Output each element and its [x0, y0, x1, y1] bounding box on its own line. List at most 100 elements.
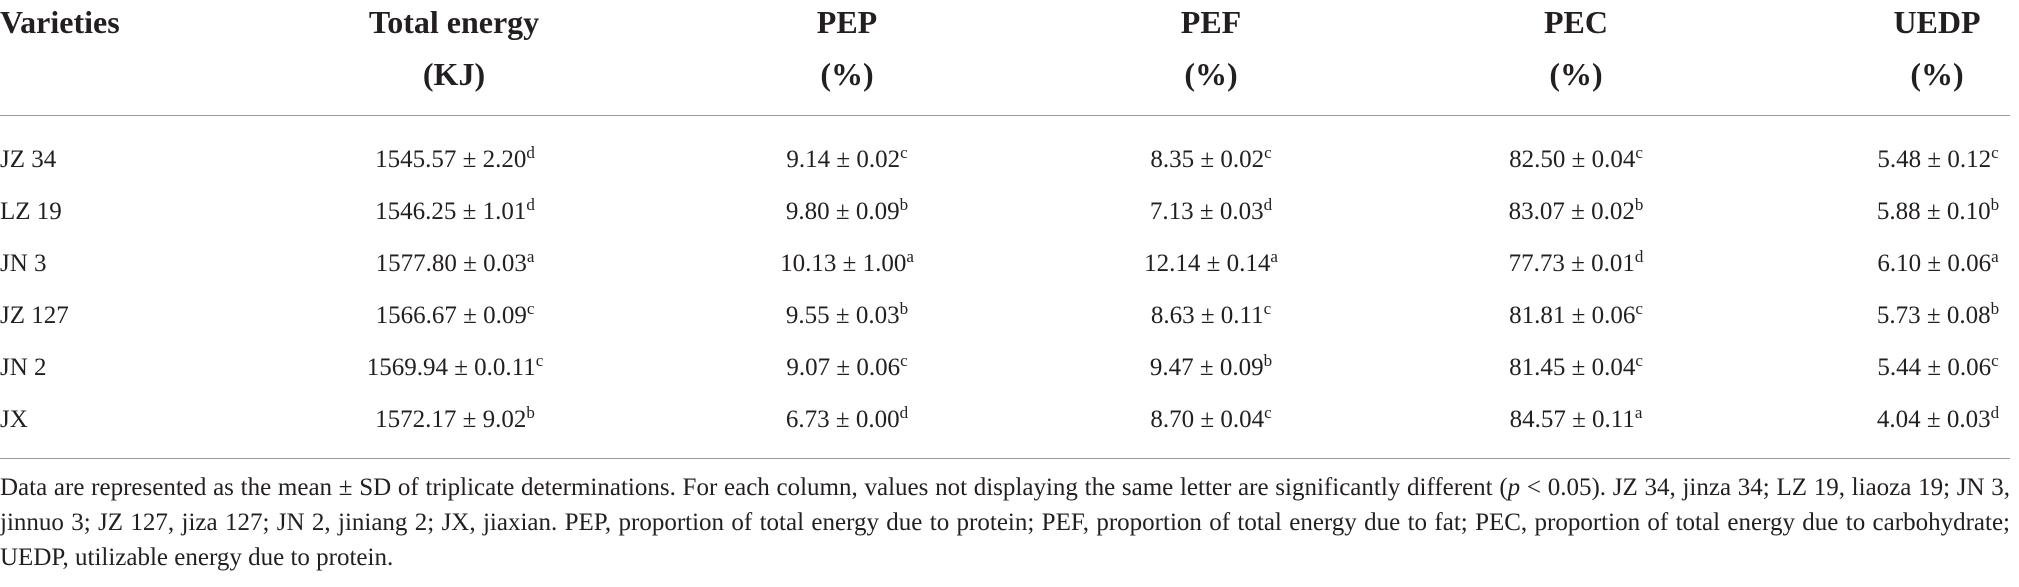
significance-letter: c [526, 299, 535, 318]
significance-letter: c [1635, 351, 1643, 370]
table-footnote: Data are represented as the mean ± SD of… [0, 470, 2010, 575]
mean-sd-value: 9.80 ± 0.09 [785, 198, 900, 225]
value-cell: 9.55 ± 0.03b [786, 290, 908, 342]
mean-sd-value: 81.45 ± 0.04 [1509, 354, 1636, 381]
header-total-energy: Total energy (KJ) [354, 0, 554, 100]
value-cell: 9.14 ± 0.02c [786, 134, 907, 186]
mean-sd-value: 5.44 ± 0.06 [1877, 354, 1992, 381]
mean-sd-value: 83.07 ± 0.02 [1508, 198, 1635, 225]
table-bottom-rule [0, 458, 2010, 459]
significance-letter: c [1264, 143, 1272, 162]
value-cell: 1566.67 ± 0.09c [376, 290, 535, 342]
mean-sd-value: 1546.25 ± 1.01 [375, 198, 527, 225]
variety-cell: JN 2 [0, 354, 47, 381]
table-row: JN 3 1577.80 ± 0.03a 10.13 ± 1.00a 12.14 ± … [0, 238, 2010, 290]
significance-letter: c [1263, 299, 1272, 318]
value-cell: 8.70 ± 0.04c [1150, 394, 1271, 446]
header-pef: PEF (%) [1156, 0, 1266, 100]
table-row: LZ 19 1546.25 ± 1.01d 9.80 ± 0.09b 7.13 ± 0… [0, 186, 2010, 238]
value-cell: 9.07 ± 0.06c [786, 342, 907, 394]
header-pep: PEP (%) [792, 0, 902, 100]
mean-sd-value: 1569.94 ± 0.0.11 [366, 354, 536, 381]
mean-sd-value: 5.88 ± 0.10 [1876, 198, 1991, 225]
value-cell: 8.35 ± 0.02c [1150, 134, 1271, 186]
value-cell: 7.13 ± 0.03d [1150, 186, 1272, 238]
significance-letter: a [1634, 403, 1643, 422]
table-row: JN 2 1569.94 ± 0.0.11c 9.07 ± 0.06c 9.47 ± … [0, 342, 2010, 394]
mean-sd-value: 12.14 ± 0.14 [1144, 250, 1271, 277]
header-pef-label: PEF [1180, 4, 1242, 40]
variety-cell: JZ 127 [0, 302, 69, 329]
significance-letter: d [526, 195, 535, 214]
value-cell: 5.73 ± 0.08b [1877, 290, 1999, 342]
value-cell: 5.44 ± 0.06c [1877, 342, 1998, 394]
header-pec-unit: (%) [1549, 56, 1603, 92]
significance-letter: b [899, 195, 909, 214]
mean-sd-value: 9.47 ± 0.09 [1149, 354, 1264, 381]
header-pep-label: PEP [816, 4, 878, 40]
mean-sd-value: 10.13 ± 1.00 [780, 250, 907, 277]
significance-letter: c [1264, 403, 1272, 422]
significance-letter: c [1635, 143, 1643, 162]
mean-sd-value: 6.10 ± 0.06 [1877, 250, 1992, 277]
mean-sd-value: 77.73 ± 0.01 [1508, 250, 1635, 277]
variety-cell: JN 3 [0, 250, 47, 277]
value-cell: 10.13 ± 1.00a [780, 238, 914, 290]
significance-letter: d [899, 403, 909, 422]
mean-sd-value: 84.57 ± 0.11 [1509, 406, 1635, 433]
value-cell: 9.47 ± 0.09b [1150, 342, 1272, 394]
header-varieties: Varieties [0, 0, 120, 48]
mean-sd-value: 9.14 ± 0.02 [786, 146, 901, 173]
significance-letter: b [1263, 351, 1273, 370]
header-varieties-label: Varieties [0, 4, 120, 40]
footnote-text-1: Data are represented as the mean ± SD of… [0, 474, 1508, 501]
header-pep-unit: (%) [820, 56, 874, 92]
value-cell: 6.10 ± 0.06a [1877, 238, 1998, 290]
value-cell: 6.73 ± 0.00d [786, 394, 908, 446]
table-row: JZ 34 1545.57 ± 2.20d 9.14 ± 0.02c 8.35 ± 0… [0, 134, 2010, 186]
significance-letter: a [1991, 247, 1999, 266]
value-cell: 8.63 ± 0.11c [1151, 290, 1271, 342]
mean-sd-value: 4.04 ± 0.03 [1876, 406, 1991, 433]
mean-sd-value: 8.63 ± 0.11 [1150, 302, 1264, 329]
significance-letter: d [1263, 195, 1273, 214]
value-cell: 12.14 ± 0.14a [1144, 238, 1278, 290]
significance-letter: c [1991, 143, 1999, 162]
mean-sd-value: 1545.57 ± 2.20 [375, 146, 527, 173]
header-pec-label: PEC [1544, 4, 1608, 40]
value-cell: 1569.94 ± 0.0.11c [367, 342, 544, 394]
table-header: Varieties Total energy (KJ) PEP (%) PEF … [0, 0, 2010, 110]
header-uedp-label: UEDP [1893, 4, 1981, 40]
variety-cell: JX [0, 406, 28, 433]
value-cell: 84.57 ± 0.11a [1510, 394, 1643, 446]
mean-sd-value: 82.50 ± 0.04 [1509, 146, 1636, 173]
table-row: JX 1572.17 ± 9.02b 6.73 ± 0.00d 8.70 ± 0.04… [0, 394, 2010, 446]
significance-letter: b [1990, 299, 2000, 318]
significance-letter: d [1990, 403, 2000, 422]
significance-letter: a [906, 247, 914, 266]
mean-sd-value: 9.07 ± 0.06 [786, 354, 901, 381]
significance-letter: b [1990, 195, 2000, 214]
significance-letter: c [535, 351, 544, 370]
header-rule [0, 115, 2010, 116]
significance-letter: a [1270, 247, 1278, 266]
header-uedp: UEDP (%) [1880, 0, 1994, 100]
significance-letter: c [900, 143, 908, 162]
mean-sd-value: 81.81 ± 0.06 [1509, 302, 1636, 329]
significance-letter: a [526, 247, 535, 266]
header-pef-unit: (%) [1184, 56, 1238, 92]
value-cell: 82.50 ± 0.04c [1509, 134, 1643, 186]
value-cell: 4.04 ± 0.03d [1877, 394, 1999, 446]
value-cell: 1545.57 ± 2.20d [375, 134, 535, 186]
footnote-text-2: < 0.05). JZ 34, jinza 34; LZ 19, liaoza … [0, 474, 2011, 571]
mean-sd-value: 1566.67 ± 0.09 [375, 302, 527, 329]
value-cell: 81.81 ± 0.06c [1509, 290, 1643, 342]
footnote-p-symbol: p [1507, 474, 1521, 501]
significance-letter: d [1634, 247, 1644, 266]
significance-letter: d [526, 143, 535, 162]
value-cell: 5.88 ± 0.10b [1877, 186, 1999, 238]
header-pec: PEC (%) [1521, 0, 1631, 100]
mean-sd-value: 1572.17 ± 9.02 [375, 406, 527, 433]
table-row: JZ 127 1566.67 ± 0.09c 9.55 ± 0.03b 8.63 ± … [0, 290, 2010, 342]
